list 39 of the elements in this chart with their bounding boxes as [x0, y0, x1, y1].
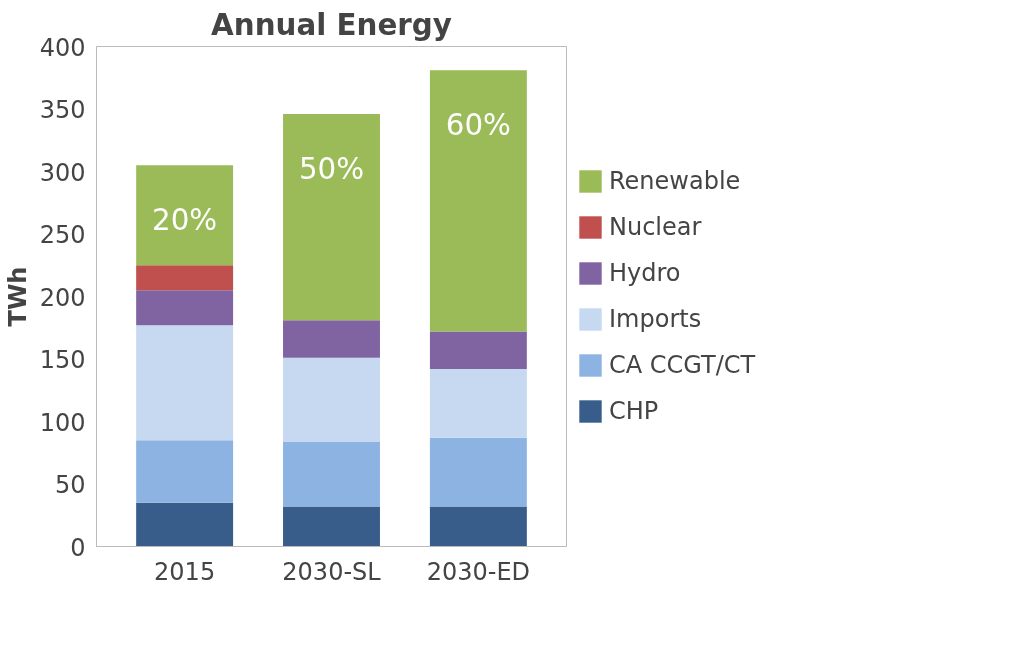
legend-label: CHP: [609, 397, 659, 425]
y-tick-label: 250: [39, 221, 86, 249]
bar: [429, 331, 527, 369]
bar: [136, 325, 234, 441]
x-tick-label: 2015: [154, 557, 216, 586]
bar: [429, 369, 527, 438]
x-tick-label: 2030-SL: [282, 557, 382, 586]
annotation: 50%: [298, 152, 365, 186]
y-axis-title: TWh: [3, 266, 32, 327]
bar: [136, 440, 234, 503]
legend-label: CA CCGT/CT: [609, 351, 756, 379]
legend-label: Renewable: [609, 167, 741, 195]
bar: [283, 506, 380, 547]
bar: [429, 70, 527, 332]
bar: [283, 357, 380, 442]
annotation: 60%: [445, 108, 511, 143]
bar: [136, 502, 234, 547]
y-tick-label: 50: [54, 471, 86, 499]
legend-label: Imports: [609, 305, 702, 333]
bar: [136, 265, 234, 291]
y-tick-label: 0: [70, 533, 86, 562]
bar: [429, 506, 527, 547]
y-tick-label: 300: [39, 158, 86, 187]
chart-title: Annual Energy: [211, 7, 452, 42]
bar: [136, 165, 234, 266]
bar: [429, 437, 527, 507]
legend-label: Nuclear: [609, 213, 702, 241]
x-tick-label: 2030-ED: [426, 557, 531, 586]
y-tick-label: 200: [39, 283, 86, 312]
y-tick-label: 150: [39, 346, 86, 374]
legend-label: Hydro: [609, 259, 681, 287]
bar: [136, 290, 234, 326]
bar: [283, 114, 380, 321]
y-tick-label: 100: [39, 408, 86, 437]
bar: [283, 441, 380, 507]
bar: [283, 320, 380, 358]
y-tick-label: 400: [39, 33, 86, 62]
y-tick-label: 350: [39, 96, 86, 124]
annotation: 20%: [152, 203, 218, 238]
